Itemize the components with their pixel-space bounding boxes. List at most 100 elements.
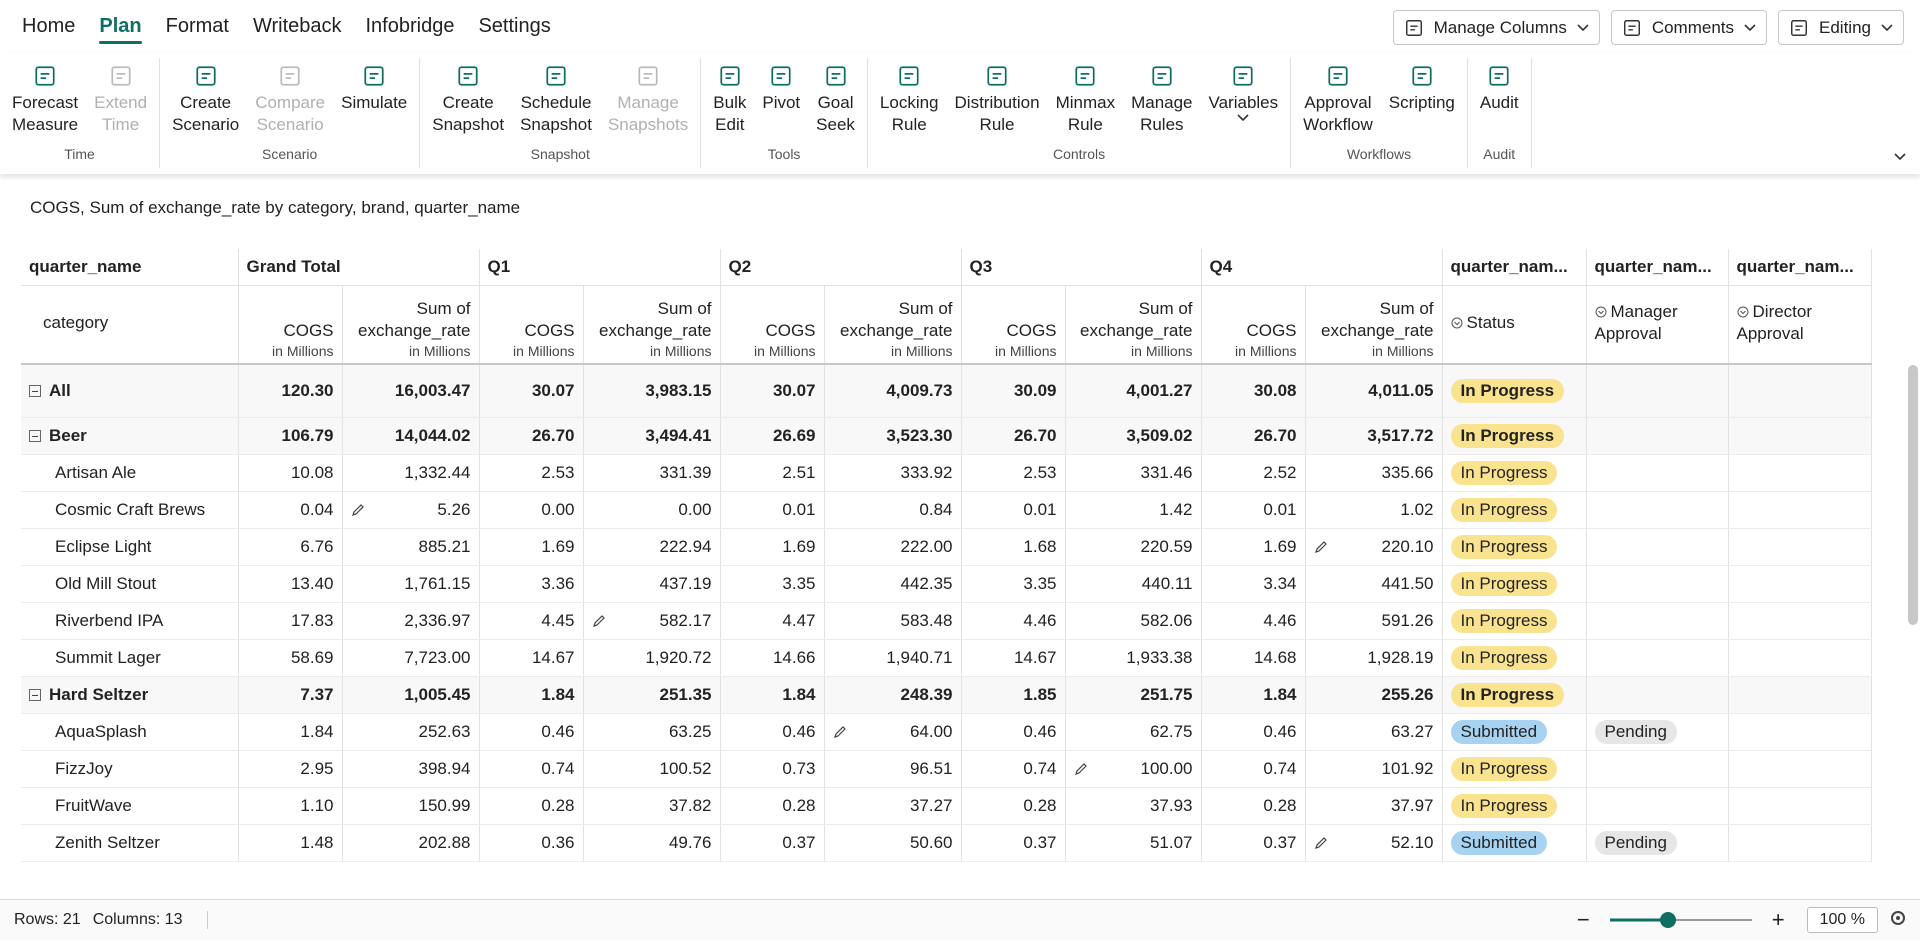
value-cell[interactable]: 1.84 <box>1201 676 1305 713</box>
value-cell[interactable]: 4,001.27 <box>1065 364 1201 417</box>
value-cell[interactable]: 0.01 <box>720 491 824 528</box>
status-pill[interactable]: In Progress <box>1451 572 1558 596</box>
value-cell[interactable]: 4,009.73 <box>824 364 961 417</box>
value-cell[interactable]: 331.46 <box>1065 454 1201 491</box>
ribbon-button[interactable]: ForecastMeasure <box>4 58 86 146</box>
value-cell[interactable]: 0.46 <box>961 713 1065 750</box>
scrollbar[interactable] <box>1908 365 1918 625</box>
ribbon-button[interactable]: Variables <box>1201 58 1287 146</box>
value-cell[interactable]: 1,940.71 <box>824 639 961 676</box>
value-cell[interactable]: 0.00 <box>479 491 583 528</box>
status-pill[interactable]: In Progress <box>1451 646 1558 670</box>
value-cell[interactable]: 14.67 <box>961 639 1065 676</box>
status-pill[interactable]: In Progress <box>1451 498 1558 522</box>
value-cell[interactable]: 5.26 <box>342 491 479 528</box>
value-cell[interactable]: 3.35 <box>961 565 1065 602</box>
ribbon-button[interactable]: MinmaxRule <box>1048 58 1124 146</box>
value-cell[interactable]: 64.00 <box>824 713 961 750</box>
value-cell[interactable]: 100.00 <box>1065 750 1201 787</box>
value-cell[interactable]: 2,336.97 <box>342 602 479 639</box>
value-cell[interactable]: 2.53 <box>479 454 583 491</box>
value-cell[interactable]: 1,005.45 <box>342 676 479 713</box>
value-cell[interactable]: 591.26 <box>1305 602 1442 639</box>
status-pill[interactable]: Submitted <box>1451 720 1548 744</box>
value-cell[interactable]: 16,003.47 <box>342 364 479 417</box>
value-cell[interactable]: 331.39 <box>583 454 720 491</box>
value-cell[interactable]: 1.84 <box>720 676 824 713</box>
menu-tab[interactable]: Home <box>10 6 87 46</box>
zoom-level[interactable]: 100 % <box>1807 907 1878 933</box>
value-cell[interactable]: 202.88 <box>342 824 479 861</box>
menu-tab[interactable]: Plan <box>87 6 153 46</box>
value-cell[interactable]: 1.68 <box>961 528 1065 565</box>
value-cell[interactable]: 0.46 <box>1201 713 1305 750</box>
value-cell[interactable]: 7.37 <box>238 676 342 713</box>
value-cell[interactable]: 0.04 <box>238 491 342 528</box>
value-cell[interactable]: 26.70 <box>479 417 583 454</box>
value-cell[interactable]: 51.07 <box>1065 824 1201 861</box>
collapse-toggle[interactable] <box>29 385 41 397</box>
value-cell[interactable]: 0.84 <box>824 491 961 528</box>
value-cell[interactable]: 58.69 <box>238 639 342 676</box>
value-cell[interactable]: 1.10 <box>238 787 342 824</box>
value-cell[interactable]: 0.74 <box>961 750 1065 787</box>
value-cell[interactable]: 150.99 <box>342 787 479 824</box>
value-cell[interactable]: 251.35 <box>583 676 720 713</box>
value-cell[interactable]: 0.37 <box>720 824 824 861</box>
value-cell[interactable]: 26.69 <box>720 417 824 454</box>
value-cell[interactable]: 106.79 <box>238 417 342 454</box>
value-cell[interactable]: 442.35 <box>824 565 961 602</box>
value-cell[interactable]: 255.26 <box>1305 676 1442 713</box>
value-cell[interactable]: 1.69 <box>720 528 824 565</box>
value-cell[interactable]: 0.00 <box>583 491 720 528</box>
value-cell[interactable]: 1.69 <box>479 528 583 565</box>
value-cell[interactable]: 440.11 <box>1065 565 1201 602</box>
value-cell[interactable]: 37.82 <box>583 787 720 824</box>
value-cell[interactable]: 248.39 <box>824 676 961 713</box>
status-pill[interactable]: Pending <box>1595 831 1677 855</box>
value-cell[interactable]: 30.07 <box>479 364 583 417</box>
value-cell[interactable]: 398.94 <box>342 750 479 787</box>
top-button[interactable]: Comments <box>1611 10 1767 45</box>
value-cell[interactable]: 0.01 <box>1201 491 1305 528</box>
value-cell[interactable]: 50.60 <box>824 824 961 861</box>
status-pill[interactable]: In Progress <box>1451 424 1565 448</box>
value-cell[interactable]: 4.45 <box>479 602 583 639</box>
collapse-toggle[interactable] <box>29 430 41 442</box>
zoom-in[interactable]: + <box>1772 907 1785 933</box>
value-cell[interactable]: 3,494.41 <box>583 417 720 454</box>
value-cell[interactable]: 3,523.30 <box>824 417 961 454</box>
value-cell[interactable]: 0.28 <box>720 787 824 824</box>
ribbon-collapse[interactable] <box>1894 148 1906 166</box>
value-cell[interactable]: 1.85 <box>961 676 1065 713</box>
value-cell[interactable]: 335.66 <box>1305 454 1442 491</box>
value-cell[interactable]: 1,332.44 <box>342 454 479 491</box>
value-cell[interactable]: 63.27 <box>1305 713 1442 750</box>
value-cell[interactable]: 49.76 <box>583 824 720 861</box>
value-cell[interactable]: 26.70 <box>1201 417 1305 454</box>
value-cell[interactable]: 0.74 <box>1201 750 1305 787</box>
value-cell[interactable]: 0.28 <box>961 787 1065 824</box>
ribbon-button[interactable]: DistributionRule <box>947 58 1048 146</box>
collapse-toggle[interactable] <box>29 689 41 701</box>
value-cell[interactable]: 4.47 <box>720 602 824 639</box>
value-cell[interactable]: 3,517.72 <box>1305 417 1442 454</box>
zoom-out[interactable]: − <box>1577 907 1590 933</box>
value-cell[interactable]: 100.52 <box>583 750 720 787</box>
value-cell[interactable]: 0.28 <box>1201 787 1305 824</box>
value-cell[interactable]: 30.09 <box>961 364 1065 417</box>
value-cell[interactable]: 0.01 <box>961 491 1065 528</box>
value-cell[interactable]: 4.46 <box>961 602 1065 639</box>
value-cell[interactable]: 62.75 <box>1065 713 1201 750</box>
value-cell[interactable]: 0.46 <box>479 713 583 750</box>
value-cell[interactable]: 2.52 <box>1201 454 1305 491</box>
value-cell[interactable]: 333.92 <box>824 454 961 491</box>
ribbon-button[interactable]: CreateSnapshot <box>424 58 512 146</box>
status-pill[interactable]: In Progress <box>1451 461 1558 485</box>
value-cell[interactable]: 222.00 <box>824 528 961 565</box>
ribbon-button[interactable]: ScheduleSnapshot <box>512 58 600 146</box>
value-cell[interactable]: 1.02 <box>1305 491 1442 528</box>
value-cell[interactable]: 1.48 <box>238 824 342 861</box>
ribbon-button[interactable]: ApprovalWorkflow <box>1295 58 1381 146</box>
value-cell[interactable]: 0.37 <box>1201 824 1305 861</box>
